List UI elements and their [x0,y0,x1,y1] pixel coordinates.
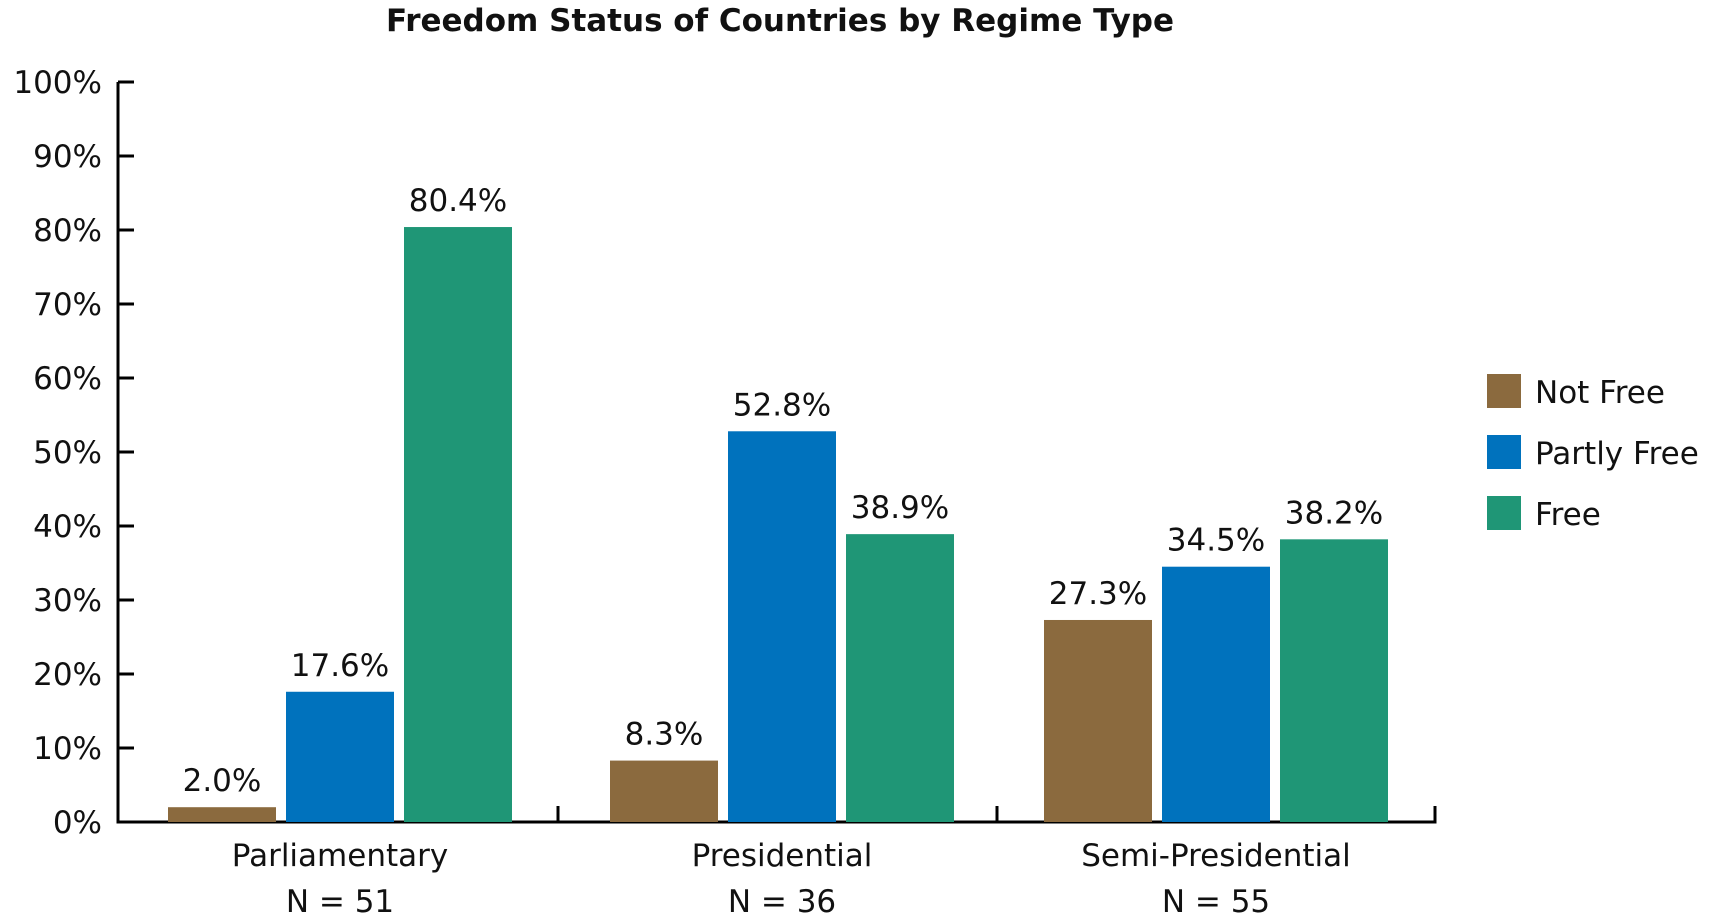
bar-labels-group: 2.0% 17.6% 80.4% 8.3% 52.8% 38.9% 27.3% 34.5% 38… [183,183,1384,799]
bars-group [168,227,1388,823]
chart-title: Freedom Status of Countries by Regime Ty… [386,3,1174,39]
legend: Not Free Partly Free Free [1487,374,1699,533]
bar-value-label: 27.3% [1049,576,1147,612]
legend-label: Not Free [1535,375,1665,411]
y-axis: 0% 10% 20% 30% 40% 50% 60% 70% 80% 90% 100% [13,65,134,841]
category-n-label: N = 51 [286,884,394,920]
bar [168,807,276,822]
category-label: Presidential [692,838,873,874]
bar-value-label: 2.0% [183,763,262,799]
legend-item: Not Free [1487,374,1665,411]
bar-value-label: 38.2% [1285,495,1383,531]
category-label: Semi-Presidential [1081,838,1351,874]
legend-swatch [1487,374,1521,408]
bar-value-label: 34.5% [1167,523,1265,559]
bar [404,227,512,823]
bar-value-label: 80.4% [409,183,507,219]
category-label: Parliamentary [232,838,448,874]
y-tick-label: 90% [33,139,102,175]
bar-value-label: 17.6% [291,648,389,684]
y-tick-label: 10% [33,731,102,767]
legend-label: Free [1535,497,1601,533]
bar [846,534,954,822]
y-tick-label: 20% [33,657,102,693]
legend-item: Free [1487,496,1601,533]
y-tick-label: 30% [33,583,102,619]
x-axis: Parliamentary N = 51 Presidential N = 36 Sem… [116,806,1437,920]
legend-swatch [1487,435,1521,469]
bar [1044,619,1152,822]
y-tick-label: 100% [13,65,102,101]
bar-value-label: 52.8% [733,387,831,423]
bar-value-label: 38.9% [851,490,949,526]
category-n-label: N = 55 [1162,884,1270,920]
bar [1162,566,1270,822]
legend-item: Partly Free [1487,435,1699,472]
legend-swatch [1487,496,1521,530]
y-tick-label: 60% [33,361,102,397]
bar [1280,539,1388,822]
y-tick-label: 50% [33,435,102,471]
bar [610,760,718,822]
y-tick-label: 80% [33,213,102,249]
bar-value-label: 8.3% [625,717,704,753]
y-tick-label: 0% [53,805,102,841]
bar [286,691,394,822]
y-tick-label: 70% [33,287,102,323]
bar [728,431,836,822]
legend-label: Partly Free [1535,436,1699,472]
category-n-label: N = 36 [728,884,836,920]
y-tick-label: 40% [33,509,102,545]
